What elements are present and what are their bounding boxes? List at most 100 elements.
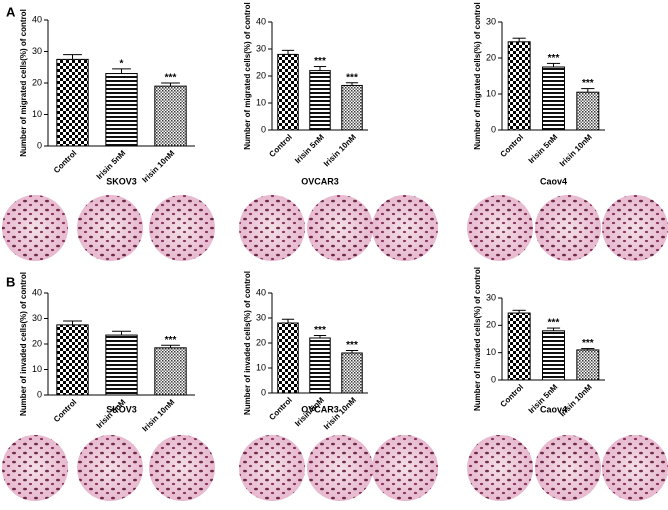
y-tick-label: 10 xyxy=(486,347,496,357)
y-axis-label: Number of migrated cells(%) of control xyxy=(243,2,252,150)
micrograph-cells xyxy=(149,195,215,261)
significance: *** xyxy=(582,78,594,89)
x-tick-label: Control xyxy=(499,133,525,159)
error-bar xyxy=(281,49,295,55)
micrograph-cells xyxy=(535,435,601,501)
x-tick-label: Irisin 10nM xyxy=(140,148,176,184)
error-bar xyxy=(512,309,526,314)
y-axis-label: Number of migrated cells(%) of control xyxy=(19,9,28,157)
micrograph-cells xyxy=(2,195,68,261)
y-tick-label: 0 xyxy=(261,387,266,397)
y-tick-label: 30 xyxy=(486,292,496,302)
chart-title: OVCAR3 xyxy=(301,404,339,414)
x-tick-label: Control xyxy=(499,383,525,409)
bar xyxy=(154,347,187,396)
x-tick-label: Control xyxy=(52,398,78,424)
micrograph-cells xyxy=(307,435,373,501)
micrograph-cells xyxy=(372,195,438,261)
y-tick-label: 0 xyxy=(37,140,42,150)
error-bar xyxy=(112,330,131,336)
micrograph-cells xyxy=(535,195,601,261)
micrograph-cells xyxy=(372,435,438,501)
error-bar xyxy=(63,320,82,325)
bar xyxy=(309,337,331,394)
error-bar xyxy=(345,350,359,353)
chart-title: OVCAR3 xyxy=(301,176,339,186)
y-tick-label: 20 xyxy=(486,320,496,330)
y-tick-label: 40 xyxy=(32,14,42,24)
y-tick-label: 10 xyxy=(256,362,266,372)
error-bar xyxy=(161,344,180,348)
y-tick-label: 30 xyxy=(256,312,266,322)
error-bar xyxy=(281,318,295,323)
y-tick-label: 40 xyxy=(32,287,42,297)
y-axis-label: Number of invaded cells(%) of control xyxy=(243,271,252,415)
y-tick-label: 30 xyxy=(32,46,42,56)
micrograph-cells xyxy=(2,435,68,501)
x-tick-label: Control xyxy=(267,396,293,422)
y-tick-label: 30 xyxy=(256,43,266,53)
bar xyxy=(154,85,187,147)
bar xyxy=(105,334,138,396)
significance: *** xyxy=(548,53,560,64)
y-tick-label: 10 xyxy=(32,364,42,374)
y-tick-label: 40 xyxy=(256,287,266,297)
micrograph-cells xyxy=(149,435,215,501)
y-axis-label: Number of invaded cells(%) of control xyxy=(473,267,482,411)
x-tick-label: Irisin 10nM xyxy=(558,132,594,168)
micrographs xyxy=(2,195,668,501)
y-tick-label: 20 xyxy=(486,52,496,62)
micrograph-cells xyxy=(467,195,533,261)
micrograph-cells xyxy=(77,435,143,501)
error-bar xyxy=(63,54,82,60)
error-bar xyxy=(546,62,561,67)
micrograph-cells xyxy=(77,195,143,261)
significance: *** xyxy=(165,335,177,346)
significance: * xyxy=(120,58,124,69)
bar xyxy=(576,91,600,131)
error-bar xyxy=(512,37,526,42)
significance: *** xyxy=(346,72,358,83)
error-bar xyxy=(581,348,595,350)
micrograph-cells xyxy=(467,435,533,501)
y-tick-label: 0 xyxy=(491,374,496,384)
significance: *** xyxy=(314,56,326,67)
bar xyxy=(56,324,89,396)
chart-title: Caov4 xyxy=(540,404,567,414)
micrograph-cells xyxy=(602,435,668,501)
bar xyxy=(507,41,531,131)
bar xyxy=(507,312,531,381)
bar xyxy=(277,53,299,131)
error-bar xyxy=(161,82,180,87)
y-tick-label: 20 xyxy=(32,77,42,87)
x-tick-label: Irisin 10nM xyxy=(140,397,176,433)
y-tick-label: 30 xyxy=(32,313,42,323)
x-tick-label: Irisin 10nM xyxy=(558,382,594,418)
y-tick-label: 40 xyxy=(256,16,266,26)
y-tick-label: 20 xyxy=(256,70,266,80)
panel-label: B xyxy=(6,274,15,289)
significance: *** xyxy=(165,73,177,84)
y-tick-label: 10 xyxy=(256,97,266,107)
error-bar xyxy=(313,66,327,71)
bar xyxy=(542,66,565,131)
bar xyxy=(341,352,363,394)
y-axis-label: Number of invaded cells(%) of control xyxy=(19,272,28,416)
y-tick-label: 30 xyxy=(486,16,496,26)
x-tick-label: Irisin 10nM xyxy=(322,132,358,168)
significance: *** xyxy=(346,340,358,351)
x-tick-label: Control xyxy=(52,149,78,175)
bar xyxy=(277,322,299,394)
micrograph-cells xyxy=(602,195,668,261)
y-tick-label: 20 xyxy=(32,338,42,348)
significance: *** xyxy=(582,338,594,349)
y-axis-label: Number of migrated cells(%) of control xyxy=(473,2,482,150)
error-bar xyxy=(112,68,131,74)
error-bar xyxy=(313,335,327,338)
bar xyxy=(309,70,331,131)
bar xyxy=(542,330,565,381)
bar xyxy=(341,84,363,131)
x-tick-label: Irisin 5nM xyxy=(527,132,560,165)
micrograph-cells xyxy=(239,195,305,261)
